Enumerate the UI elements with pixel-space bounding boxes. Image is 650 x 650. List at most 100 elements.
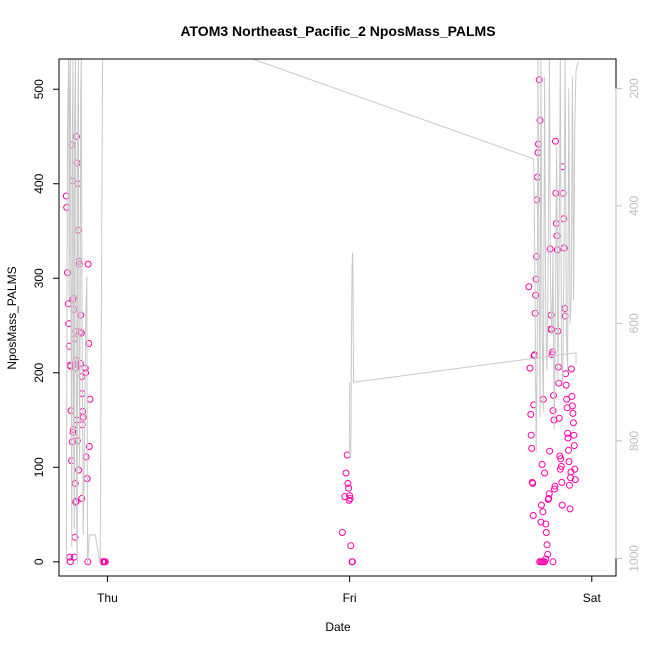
data-point	[529, 512, 537, 519]
data-point	[569, 409, 577, 417]
data-point	[564, 429, 572, 437]
data-point	[570, 442, 578, 450]
x-tick-label: Sat	[583, 591, 602, 605]
data-point	[538, 461, 546, 468]
y2-tick-label: 200	[627, 78, 641, 98]
data-point	[539, 508, 547, 516]
data-point	[349, 558, 356, 566]
data-point	[72, 498, 80, 506]
data-point	[537, 501, 545, 509]
y-tick-label: 400	[32, 173, 46, 193]
data-point	[533, 253, 541, 260]
data-point	[541, 469, 549, 477]
data-point	[570, 431, 578, 439]
data-point	[78, 495, 86, 502]
data-point	[568, 402, 576, 410]
data-point	[532, 275, 540, 283]
y2-tick-label: 600	[627, 313, 641, 333]
data-point	[549, 348, 557, 356]
y-axis: 0 100 200 300 400 500	[32, 79, 60, 565]
x-tick-label: Thu	[97, 591, 118, 605]
data-point	[101, 558, 109, 566]
data-point	[346, 492, 354, 500]
data-point	[542, 555, 550, 563]
y-tick-label: 300	[32, 268, 46, 288]
data-point	[526, 364, 534, 372]
data-point	[545, 490, 553, 498]
plot-frame	[58, 58, 617, 577]
data-point	[344, 479, 352, 487]
data-point	[79, 413, 87, 421]
data-point	[533, 196, 541, 204]
data-point	[84, 260, 92, 268]
data-point	[563, 395, 571, 403]
data-point	[338, 529, 346, 536]
data-point	[566, 481, 573, 489]
data-point	[535, 76, 543, 84]
y-tick-label: 100	[32, 457, 46, 477]
data-point	[347, 542, 355, 550]
data-point	[77, 329, 85, 337]
y2-axis: 200 400 600 800 1000	[615, 78, 641, 572]
x-axis-label: Date	[325, 620, 351, 634]
data-point	[527, 431, 535, 439]
data-point	[558, 501, 566, 509]
data-point	[345, 484, 353, 492]
y-axis-label: NposMass_PALMS	[5, 266, 19, 369]
x-tick-label: Fri	[343, 591, 357, 605]
y2-tick-label: 400	[627, 196, 641, 216]
series-layer	[62, 76, 579, 566]
data-point	[86, 395, 94, 403]
data-point	[545, 495, 553, 502]
data-point	[529, 479, 537, 487]
data-point	[542, 529, 550, 536]
data-point	[568, 392, 576, 400]
data-point	[569, 419, 577, 427]
data-point	[525, 283, 533, 291]
y-tick-label: 200	[32, 362, 46, 382]
data-point	[571, 476, 579, 484]
data-point	[342, 469, 350, 477]
y2-tick-label: 800	[627, 431, 641, 451]
data-point	[562, 381, 570, 389]
data-point	[536, 116, 544, 124]
data-point	[564, 434, 572, 442]
data-point	[66, 558, 74, 566]
altitude-line-2	[349, 252, 577, 459]
data-point	[558, 478, 566, 486]
x-axis: Thu Fri Sat	[97, 575, 602, 605]
data-point	[527, 410, 535, 418]
data-point	[543, 541, 551, 549]
data-point	[566, 505, 574, 513]
altitude-layer	[65, 59, 579, 565]
data-point	[551, 482, 559, 490]
y-tick-label: 500	[32, 79, 46, 99]
data-point	[567, 365, 575, 373]
data-point	[557, 455, 565, 463]
data-point	[549, 558, 557, 566]
data-point	[561, 305, 569, 312]
altitude-line-1	[65, 59, 579, 565]
data-point	[562, 370, 570, 378]
y-tick-label: 0	[32, 558, 46, 565]
data-point	[557, 462, 565, 470]
data-point	[555, 379, 563, 387]
data-point	[549, 407, 557, 415]
data-point	[565, 446, 572, 454]
data-point	[552, 137, 559, 145]
data-point	[528, 444, 536, 452]
data-point	[85, 443, 93, 450]
data-point	[544, 550, 552, 558]
data-point	[546, 447, 554, 455]
y2-tick-label: 1000	[627, 545, 641, 572]
data-point	[75, 466, 83, 474]
data-point	[346, 495, 354, 502]
data-point	[551, 485, 558, 493]
data-point	[565, 458, 573, 466]
data-point	[571, 465, 579, 473]
chart-title: ATOM3 Northeast_Pacific_2 NposMass_PALMS	[180, 23, 495, 39]
data-point	[62, 192, 70, 200]
data-point	[542, 520, 550, 528]
data-point	[555, 414, 563, 422]
